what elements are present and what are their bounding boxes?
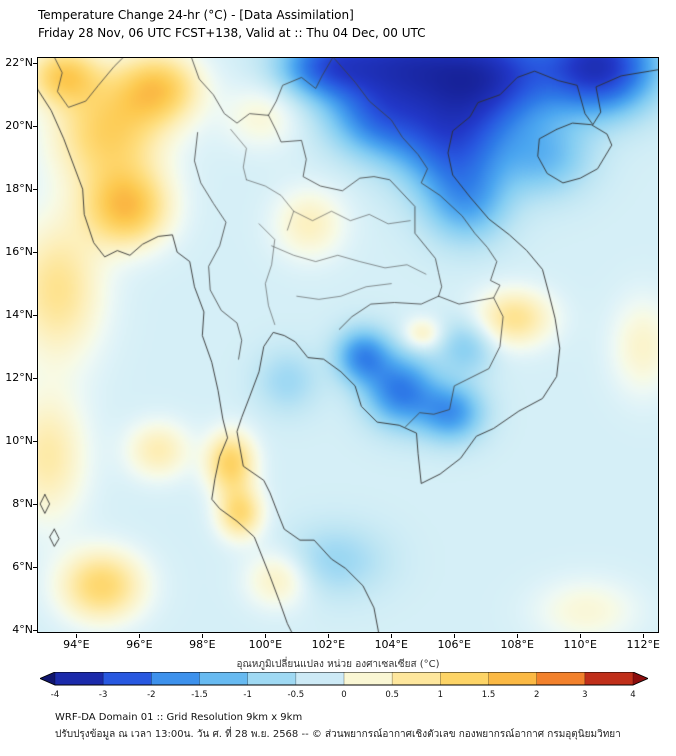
x-axis-tick-label: 94°E [63, 638, 90, 651]
map-canvas [37, 57, 659, 633]
x-axis-tick-label: 96°E [126, 638, 153, 651]
y-axis-tick [33, 629, 37, 631]
x-axis-tick [391, 634, 393, 638]
x-axis-tick [139, 634, 141, 638]
colorbar-tick-label: -0.5 [288, 690, 305, 700]
y-axis-tick-label: 20°N [5, 119, 33, 133]
x-axis-tick [517, 634, 519, 638]
colorbar-tick-label: -1.5 [191, 690, 208, 700]
x-axis-tick [265, 634, 267, 638]
x-axis-tick-label: 98°E [189, 638, 216, 651]
x-axis-tick-label: 100°E [248, 638, 283, 651]
y-axis-tick [33, 378, 37, 380]
y-axis-tick-label: 18°N [5, 182, 33, 196]
colorbar-tick-label: 0.5 [385, 690, 399, 700]
colorbar-label: อุณหภูมิเปลี่ยนแปลง หน่วย องศาเซลเซียส (… [236, 659, 440, 670]
y-axis-tick [33, 252, 37, 254]
x-axis-tick-label: 104°E [374, 638, 409, 651]
footer-credit: ปรับปรุงข้อมูล ณ เวลา 13:00น. วัน ศ. ที่… [55, 729, 621, 740]
y-axis-tick [33, 566, 37, 568]
y-axis-tick-label: 16°N [5, 245, 33, 259]
y-axis-tick-label: 8°N [12, 496, 33, 510]
colorbar-segment [344, 672, 393, 685]
x-axis-tick-label: 106°E [437, 638, 471, 651]
colorbar-tick-label: 3 [582, 690, 587, 700]
y-axis-tick-label: 4°N [12, 622, 33, 636]
figure-subtitle: Friday 28 Nov, 06 UTC FCST+138, Valid at… [38, 26, 426, 40]
map-frame [37, 57, 659, 633]
y-axis-tick [33, 189, 37, 191]
colorbar-segment [488, 672, 538, 685]
colorbar-segment [151, 672, 200, 685]
y-axis-tick [33, 503, 37, 505]
colorbar-segment [55, 672, 104, 685]
y-axis-tick [33, 126, 37, 128]
x-axis-tick-label: 102°E [311, 638, 346, 651]
colorbar-segment [103, 672, 152, 685]
figure-title: Temperature Change 24-hr (°C) - [Data As… [38, 8, 354, 22]
x-axis-tick-label: 110°E [563, 638, 597, 651]
x-axis-tick [643, 634, 645, 638]
colorbar-segment [247, 672, 297, 685]
colorbar-segment [536, 672, 586, 685]
colorbar-segment [584, 672, 634, 685]
colorbar-tick-label: -4 [51, 690, 59, 700]
colorbar-segment [392, 672, 441, 685]
colorbar-tick-label: 2 [534, 690, 539, 700]
y-axis-tick-label: 22°N [5, 56, 33, 70]
colorbar-tick-label: -1 [243, 690, 251, 700]
colorbar-segment [295, 672, 345, 685]
y-axis-tick-label: 6°N [12, 559, 33, 573]
colorbar-tick-label: 0 [341, 690, 346, 700]
x-axis-tick [202, 634, 204, 638]
x-axis-tick-label: 112°E [626, 638, 660, 651]
colorbar-segment [440, 672, 489, 685]
x-axis-tick-label: 108°E [500, 638, 534, 651]
y-axis-tick [33, 315, 37, 317]
y-axis-tick [33, 63, 37, 65]
colorbar-tick-label: 4 [630, 690, 635, 700]
y-axis-tick-label: 14°N [5, 308, 33, 322]
colorbar-right-arrow [633, 672, 648, 685]
colorbar-tick-label: 1 [438, 690, 443, 700]
x-axis-tick [328, 634, 330, 638]
colorbar: -4 -3 -2 -1.5 -1 -0.5 0 0.5 1 1.5 2 3 4 [40, 672, 648, 700]
colorbar-segment [199, 672, 249, 685]
y-axis-tick-label: 10°N [5, 434, 33, 447]
colorbar-tick-label: 1.5 [482, 690, 496, 700]
x-axis-tick [454, 634, 456, 638]
y-axis-tick-label: 12°N [5, 371, 33, 385]
y-axis-tick [33, 441, 37, 442]
colorbar-left-arrow [40, 672, 55, 685]
colorbar-tick-label: -3 [99, 690, 107, 700]
x-axis-tick [580, 634, 582, 638]
colorbar-tick-label: -2 [147, 690, 155, 700]
x-axis-tick [76, 634, 78, 638]
footer-model-info: WRF-DA Domain 01 :: Grid Resolution 9km … [55, 712, 303, 723]
